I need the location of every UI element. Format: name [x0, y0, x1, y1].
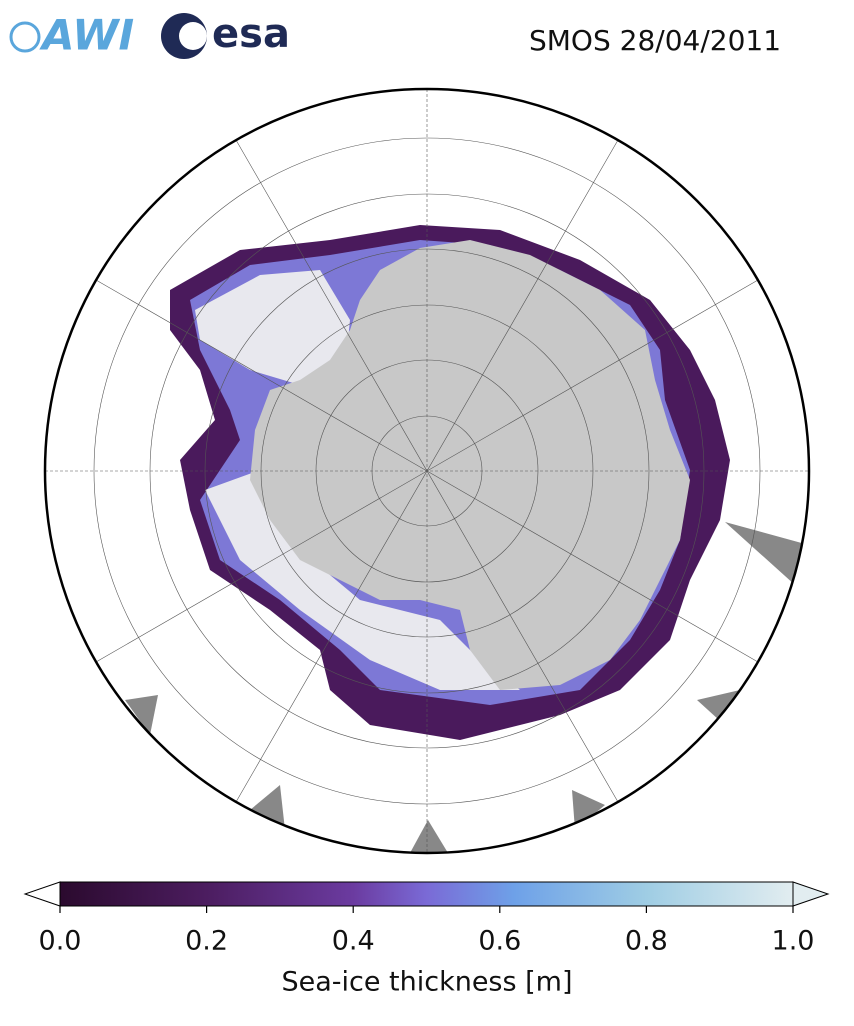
colorbar-tick-label: 0.0 [39, 926, 82, 957]
colorbar-tick-label: 0.6 [478, 926, 521, 957]
graticule [45, 89, 809, 853]
colorbar [23, 881, 830, 907]
colorbar-tick-label: 0.2 [185, 926, 228, 957]
logo-awi: AWI [9, 11, 134, 60]
map-frame [43, 87, 811, 855]
logo-esa: esa [161, 11, 290, 59]
colorbar-label: Sea-ice thickness [m] [281, 967, 572, 998]
title: SMOS 28/04/2011 [529, 24, 781, 57]
colorbar-tick-label: 0.4 [332, 926, 375, 957]
colorbar-tick-label: 0.8 [625, 926, 668, 957]
map [45, 89, 809, 853]
logo-text: esa [212, 11, 290, 57]
logo-text: AWI [39, 11, 134, 60]
colorbar-tick-label: 1.0 [772, 926, 815, 957]
